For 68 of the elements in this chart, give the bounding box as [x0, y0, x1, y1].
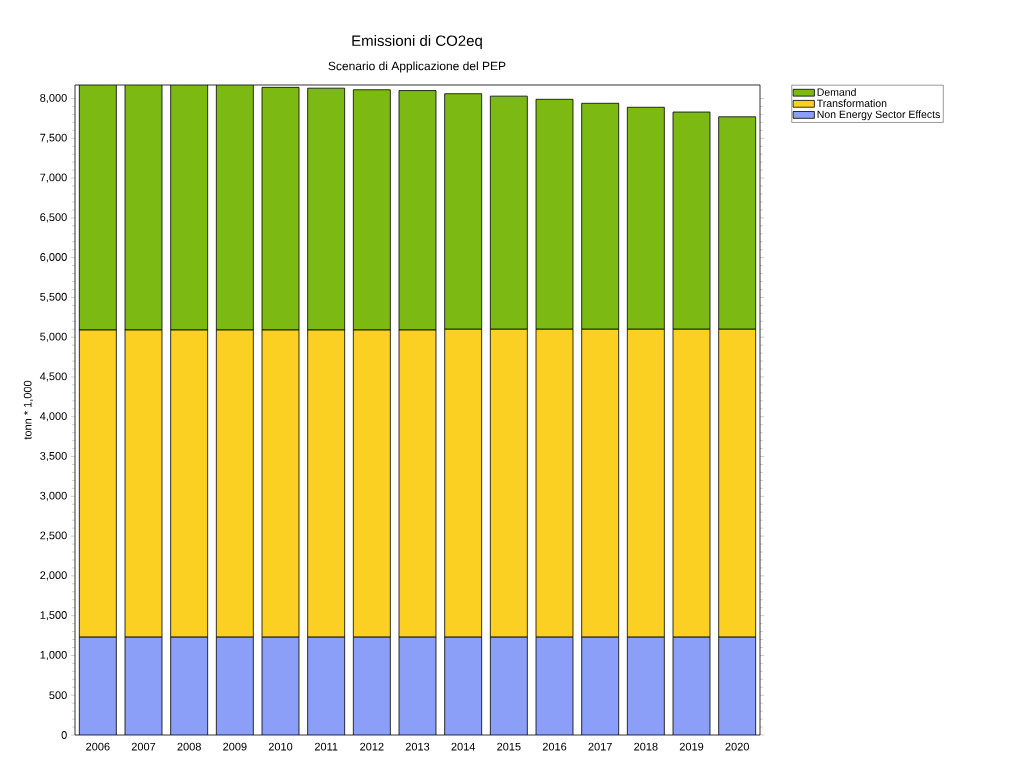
x-tick-label: 2018 — [634, 742, 658, 751]
bar — [535, 98, 574, 330]
x-tick-label: 2010 — [268, 742, 293, 751]
x-tick-label: 2007 — [131, 742, 156, 751]
bar — [399, 637, 436, 735]
bar — [262, 637, 299, 735]
x-tick-label: 2019 — [679, 742, 704, 751]
x-tick-label: 2017 — [588, 742, 612, 751]
bar — [261, 86, 300, 331]
y-tick-label: 0 — [61, 731, 67, 739]
bar — [718, 636, 757, 735]
bar — [581, 637, 619, 735]
y-tick-label: 6,000 — [40, 253, 67, 263]
chart-title: Emissioni di CO2eq — [352, 34, 482, 49]
bar — [626, 106, 665, 330]
bar — [627, 637, 665, 735]
legend-label: Non Energy Sector Effects — [817, 110, 940, 121]
bar — [673, 637, 711, 735]
y-tick-label: 1,500 — [40, 611, 67, 621]
y-tick-label: 6,500 — [40, 213, 67, 223]
bar — [353, 637, 391, 735]
y-tick-label: 2,000 — [40, 571, 67, 581]
x-tick-label: 2014 — [451, 742, 476, 751]
y-tick-label: 5,500 — [40, 292, 67, 302]
bar — [307, 637, 345, 735]
bar — [444, 637, 482, 735]
bar — [490, 637, 528, 735]
bar — [581, 102, 620, 330]
bar — [124, 84, 163, 331]
x-tick-label: 2012 — [360, 742, 384, 751]
x-tick-label: 2009 — [223, 742, 247, 751]
bar — [672, 111, 711, 330]
x-tick-label: 2013 — [405, 742, 430, 751]
y-tick-label: 5,000 — [40, 332, 67, 342]
bar — [444, 93, 483, 330]
bar — [78, 84, 117, 331]
y-tick-label: 4,500 — [39, 372, 67, 382]
x-tick-label: 2020 — [725, 742, 749, 751]
y-tick-label: 2,500 — [40, 531, 67, 541]
y-tick-label: 4,000 — [39, 412, 67, 422]
legend-label: Demand — [817, 88, 856, 96]
x-tick-label: 2016 — [542, 742, 567, 751]
bar — [718, 116, 757, 330]
bar — [216, 637, 254, 735]
x-tick-label: 2008 — [177, 742, 201, 751]
x-tick-label: 2015 — [497, 742, 521, 751]
bar — [79, 637, 117, 735]
bar — [170, 84, 209, 331]
legend-label: Transformation — [817, 99, 887, 107]
bar — [536, 637, 573, 735]
x-tick-label: 2011 — [314, 742, 338, 751]
y-tick-label: 8,000 — [40, 93, 67, 104]
y-tick-label: 500 — [49, 691, 67, 700]
y-tick-label: 1,000 — [40, 650, 67, 660]
y-tick-label: 7,500 — [40, 133, 67, 143]
bar — [170, 637, 208, 735]
y-axis-title: tonn * 1,000 — [23, 380, 33, 440]
x-tick-label: 2006 — [86, 742, 110, 751]
bar — [489, 95, 528, 330]
y-tick-label: 3,500 — [40, 451, 67, 462]
bar — [215, 84, 254, 331]
bar — [125, 637, 162, 735]
bar — [352, 89, 391, 331]
chart-subtitle: Scenario di Applicazione del PEP — [328, 61, 506, 73]
y-tick-label: 7,000 — [40, 173, 67, 183]
y-tick-label: 3,000 — [40, 491, 67, 501]
bar — [307, 87, 346, 331]
bar — [398, 90, 437, 331]
